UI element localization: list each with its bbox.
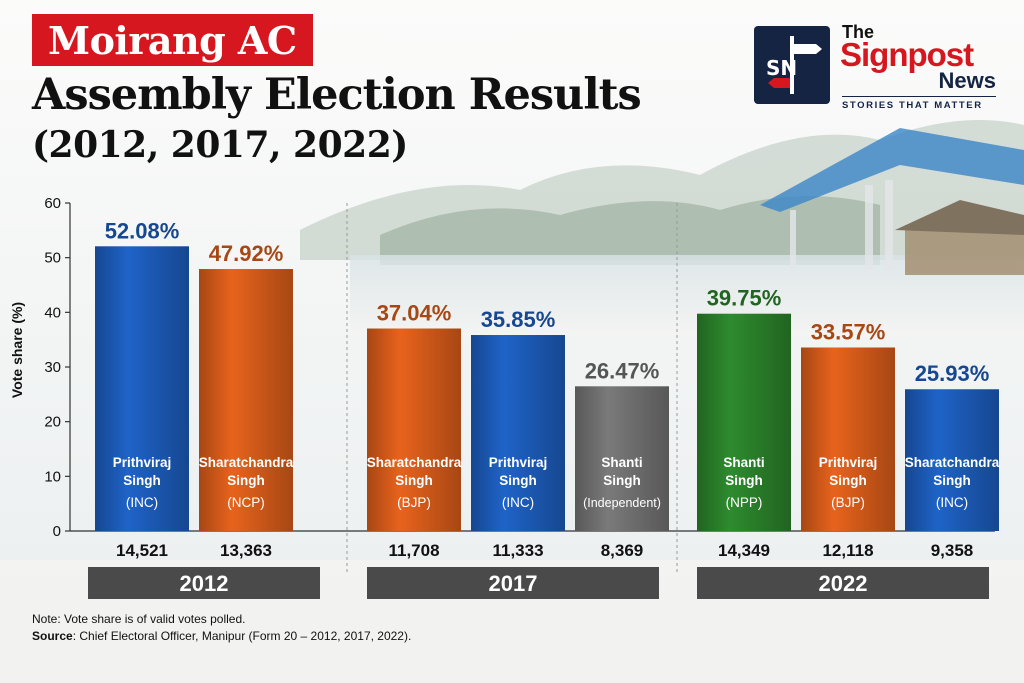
- bar-2022-1: [801, 347, 895, 531]
- source-text: : Chief Electoral Officer, Manipur (Form…: [72, 629, 412, 643]
- brand-tagline: STORIES THAT MATTER: [842, 100, 983, 111]
- source-line: Source: Chief Electoral Officer, Manipur…: [32, 629, 411, 643]
- candidate-name: Sharatchandra: [199, 455, 294, 470]
- vote-count: 13,363: [220, 541, 272, 560]
- vote-count: 8,369: [601, 541, 644, 560]
- year-band: [697, 567, 989, 599]
- vote-count: 14,349: [718, 541, 770, 560]
- party-label: (INC): [502, 495, 534, 510]
- year-band: [88, 567, 320, 599]
- bar-value-label: 47.92%: [209, 241, 284, 266]
- vote-count: 11,333: [492, 541, 543, 560]
- page-subtitle: (2012, 2017, 2022): [32, 124, 408, 166]
- bar-value-label: 26.47%: [585, 358, 660, 383]
- bar-value-label: 52.08%: [105, 218, 180, 243]
- y-tick-label: 0: [53, 523, 61, 540]
- y-tick-label: 10: [44, 468, 61, 485]
- y-tick-label: 30: [44, 359, 61, 376]
- bar-2022-0: [697, 313, 791, 531]
- brand-the: The: [842, 22, 875, 42]
- party-label: (NPP): [726, 495, 763, 510]
- page-title: Assembly Election Results: [32, 70, 642, 120]
- candidate-surname: Singh: [829, 473, 867, 488]
- candidate-surname: Singh: [123, 473, 161, 488]
- bar-value-label: 35.85%: [481, 307, 556, 332]
- candidate-name: Shanti: [723, 455, 764, 470]
- bar-2022-2: [905, 389, 999, 531]
- party-label: (Independent): [583, 496, 661, 510]
- year-band: [367, 567, 659, 599]
- year-label: 2022: [819, 571, 868, 596]
- bar-value-label: 39.75%: [707, 286, 782, 311]
- bar-2017-1: [471, 335, 565, 531]
- year-label: 2017: [489, 571, 538, 596]
- party-label: (NCP): [227, 495, 265, 510]
- brand-rule: [842, 96, 996, 97]
- y-tick-label: 60: [44, 195, 61, 212]
- vote-count: 11,708: [388, 541, 439, 560]
- bar-2012-0: [95, 246, 189, 531]
- brand-wordmark: The Signpost News STORIES THAT MATTER: [840, 22, 1000, 112]
- y-tick-label: 20: [44, 414, 61, 431]
- year-label: 2012: [180, 571, 229, 596]
- source-label: Source: [32, 629, 73, 643]
- candidate-name: Sharatchandra: [367, 455, 462, 470]
- bar-value-label: 37.04%: [377, 301, 452, 326]
- party-label: (INC): [126, 495, 158, 510]
- bar-2017-2: [575, 386, 669, 531]
- logo-mark: SN: [766, 56, 798, 80]
- bar-2012-1: [199, 269, 293, 531]
- signpost-logo-icon: SN: [754, 26, 830, 104]
- candidate-surname: Singh: [933, 473, 971, 488]
- candidate-name: Prithviraj: [489, 455, 548, 470]
- party-label: (INC): [936, 495, 968, 510]
- candidate-surname: Singh: [603, 473, 641, 488]
- candidate-surname: Singh: [725, 473, 763, 488]
- candidate-surname: Singh: [227, 473, 265, 488]
- vote-count: 9,358: [931, 541, 974, 560]
- bar-value-label: 33.57%: [811, 319, 886, 344]
- brand-name: Signpost: [840, 36, 974, 73]
- candidate-name: Prithviraj: [819, 455, 878, 470]
- brand-news: News: [938, 68, 996, 93]
- candidate-surname: Singh: [499, 473, 537, 488]
- candidate-name: Sharatchandra: [905, 455, 1000, 470]
- vote-count: 14,521: [116, 541, 168, 560]
- party-label: (BJP): [831, 495, 865, 510]
- bar-2017-0: [367, 328, 461, 531]
- party-label: (BJP): [397, 495, 431, 510]
- candidate-name: Shanti: [601, 455, 642, 470]
- footnote: Note: Vote share is of valid votes polle…: [32, 612, 246, 626]
- constituency-tag: Moirang AC: [32, 14, 313, 66]
- vote-count: 12,118: [822, 541, 873, 560]
- y-tick-label: 40: [44, 304, 61, 321]
- y-tick-label: 50: [44, 250, 61, 267]
- bar-value-label: 25.93%: [915, 361, 990, 386]
- candidate-name: Prithviraj: [113, 455, 172, 470]
- candidate-surname: Singh: [395, 473, 433, 488]
